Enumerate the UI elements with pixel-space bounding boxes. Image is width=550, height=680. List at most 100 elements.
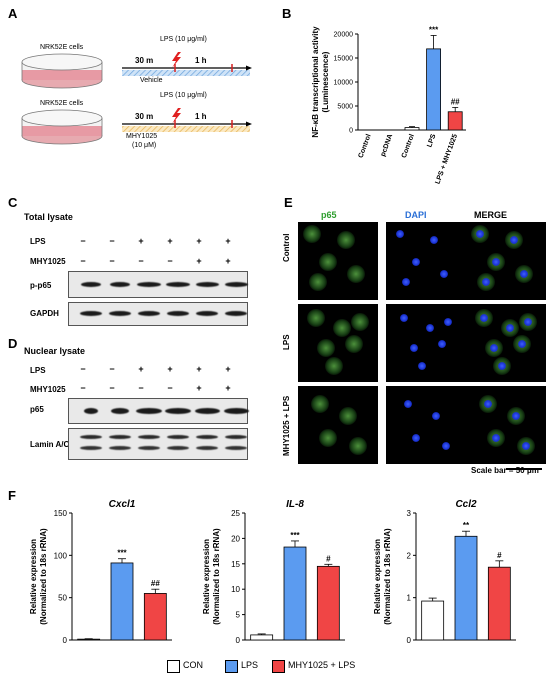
ccl2-expression-chart: Ccl2 0 1 2 3 Relative expression(Normalized t… <box>373 499 516 645</box>
dapi-nucleus <box>492 434 500 442</box>
sign-mark: + <box>225 236 231 246</box>
bar <box>143 593 167 641</box>
row-label-control: Control <box>282 233 291 262</box>
sign-mark: − <box>80 383 86 393</box>
bar <box>421 600 445 641</box>
y-axis-title: NF-κB transcriptional activity(Luminesce… <box>311 26 330 138</box>
sign-mark: − <box>109 236 115 246</box>
panel-label-f: F <box>8 488 16 503</box>
sign-mark: + <box>196 383 202 393</box>
panel-label-c: C <box>8 195 18 210</box>
fluorescence-image <box>466 304 546 382</box>
blot-band <box>196 446 218 450</box>
dapi-nucleus <box>482 278 490 286</box>
blot-band <box>109 446 131 450</box>
dapi-nucleus <box>518 340 526 348</box>
blot-band <box>195 282 219 287</box>
dapi-nucleus <box>396 230 404 238</box>
row-label-lps: LPS <box>30 237 46 246</box>
column-header-dapi: DAPI <box>405 210 427 220</box>
blot-band <box>138 446 160 450</box>
blot-band <box>84 408 98 414</box>
blot-band <box>109 435 131 439</box>
lightning-icon <box>172 52 181 68</box>
cxcl1-expression-chart: Cxcl1 0 50 100 150 Relative expression(Normal… <box>29 499 172 645</box>
category-label: Control <box>401 133 416 159</box>
blot-band <box>225 435 247 439</box>
dapi-nucleus <box>476 230 484 238</box>
blot-band <box>80 435 102 439</box>
dapi-nucleus <box>498 362 506 370</box>
blot-band <box>80 311 102 316</box>
sign-mark: + <box>138 236 144 246</box>
p65-stained-cell <box>333 319 351 337</box>
blot-band <box>109 311 131 316</box>
time-label: 30 m <box>135 56 154 65</box>
y-tick-label: 0 <box>236 636 241 645</box>
panel-label-e: E <box>284 195 293 210</box>
blot-label-gapdh: GAPDH <box>30 309 59 318</box>
blot-band <box>138 311 160 316</box>
y-tick-label: 2 <box>407 551 412 560</box>
fluorescence-image <box>298 222 378 300</box>
fluorescence-image <box>298 386 378 464</box>
sign-mark: + <box>225 256 231 266</box>
mhy1025-bar <box>122 126 250 132</box>
row-label-mhy1025-lps: MHY1025 + LPS <box>282 395 291 456</box>
significance-mark: ** <box>463 521 470 530</box>
dapi-nucleus <box>410 344 418 352</box>
lps-label: LPS (10 μg/ml) <box>160 92 207 99</box>
western-blot-image <box>68 398 249 424</box>
significance-mark: # <box>326 554 331 563</box>
legend-label-lps: LPS <box>241 660 259 670</box>
p65-stained-cell <box>309 273 327 291</box>
dapi-nucleus <box>440 270 448 278</box>
dapi-nucleus <box>426 324 434 332</box>
sign-mark: − <box>109 256 115 266</box>
sign-mark: − <box>167 383 173 393</box>
sign-mark: + <box>167 364 173 374</box>
y-tick-label: 1 <box>407 594 412 603</box>
blot-label-p65: p65 <box>30 405 44 414</box>
culture-dish-icon <box>21 109 103 145</box>
y-tick-label: 5000 <box>337 104 353 111</box>
dapi-nucleus <box>412 434 420 442</box>
y-tick-label: 5 <box>236 611 241 620</box>
western-blot-image <box>68 428 248 460</box>
bar <box>110 562 134 641</box>
category-label: LPS + MHY1025 <box>434 133 459 185</box>
blot-band <box>167 435 189 439</box>
fluorescence-image <box>298 304 378 382</box>
scale-bar-label: Scale bar = 50 μm <box>471 466 539 475</box>
dapi-nucleus <box>412 258 420 266</box>
blot-band <box>81 282 101 287</box>
time-label: 1 h <box>195 112 207 121</box>
blot-band <box>136 408 162 414</box>
fluorescence-image <box>386 386 466 464</box>
significance-mark: ## <box>151 579 160 588</box>
y-tick-label: 3 <box>407 509 412 518</box>
blot-label-p-p65: p-p65 <box>30 281 52 290</box>
row-label-lps: LPS <box>30 366 46 375</box>
y-tick-label: 25 <box>231 509 240 518</box>
treatment-label: MHY1025 <box>126 133 158 140</box>
chart-title: IL-8 <box>286 499 304 510</box>
sign-mark: + <box>167 236 173 246</box>
sign-mark: − <box>80 236 86 246</box>
row-label-mhy1025: MHY1025 <box>30 385 66 394</box>
il8-expression-chart: IL-8 0 5 10 15 20 25 Relative expression(Normal… <box>202 499 345 645</box>
column-header-merge: MERGE <box>474 210 508 220</box>
blot-band <box>167 311 189 316</box>
dapi-nucleus <box>438 340 446 348</box>
dapi-nucleus <box>490 344 498 352</box>
time-label: 1 h <box>195 56 207 65</box>
p65-stained-cell <box>319 253 337 271</box>
blot-title: Nuclear lysate <box>24 346 86 356</box>
legend-label-mhy1025-lps: MHY1025 + LPS <box>288 660 356 670</box>
sign-mark: + <box>196 236 202 246</box>
dapi-nucleus <box>418 362 426 370</box>
p65-stained-cell <box>339 407 357 425</box>
y-tick-label: 50 <box>58 594 67 603</box>
dapi-nucleus <box>400 314 408 322</box>
p65-stained-cell <box>311 395 329 413</box>
